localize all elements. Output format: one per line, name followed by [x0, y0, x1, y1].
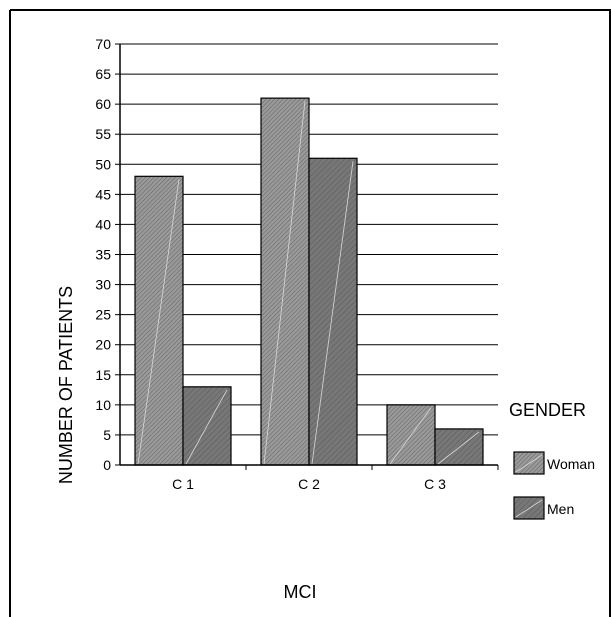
y-tick-label: 45 [95, 186, 111, 202]
y-tick-label: 25 [95, 307, 111, 323]
y-tick-label: 60 [95, 96, 111, 112]
bar-highlight [185, 389, 228, 465]
y-tick-label: 70 [95, 36, 111, 52]
y-tick-label: 30 [95, 277, 111, 293]
y-tick-label: 0 [103, 457, 111, 473]
axes [119, 44, 498, 466]
legend: GENDER Woman Men [509, 400, 595, 520]
y-tick-label: 35 [95, 247, 111, 263]
y-tick-labels: 0 5 10 15 20 25 30 35 40 45 50 55 60 65 70 [95, 36, 111, 473]
x-tick-labels: C 1 C 2 C 3 [172, 465, 499, 492]
y-axis-label: NUMBER OF PATIENTS [56, 286, 76, 484]
x-tick-label: C 2 [298, 476, 320, 492]
y-tick-label: 10 [95, 397, 111, 413]
bar-highlight [437, 431, 480, 465]
y-tick-label: 15 [95, 367, 111, 383]
x-axis-label: MCI [284, 582, 317, 602]
legend-label-men: Men [547, 501, 574, 517]
legend-label-woman: Woman [547, 456, 595, 472]
y-tick-label: 40 [95, 216, 111, 232]
y-tick-label: 50 [95, 156, 111, 172]
bar-highlight [389, 407, 432, 465]
legend-swatch-highlight [515, 499, 543, 518]
y-tick-label: 20 [95, 337, 111, 353]
bar-highlight [263, 101, 306, 465]
bar-highlight [137, 179, 180, 465]
legend-swatch-highlight [515, 454, 543, 473]
y-tick-label: 55 [95, 126, 111, 142]
x-tick-label: C 3 [424, 476, 446, 492]
legend-title: GENDER [509, 400, 586, 420]
y-tick-label: 65 [95, 66, 111, 82]
bars [134, 97, 484, 466]
y-tick-label: 5 [103, 427, 111, 443]
bar-highlight [311, 161, 354, 465]
x-tick-label: C 1 [172, 476, 194, 492]
